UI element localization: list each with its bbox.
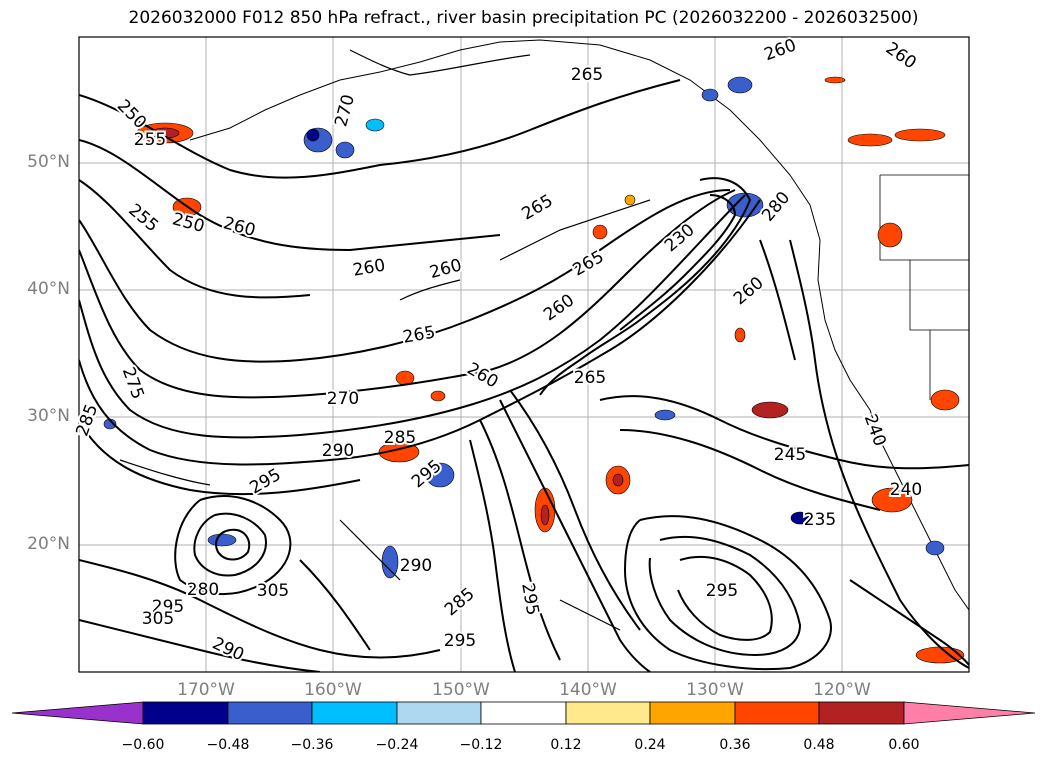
colorbar xyxy=(11,701,1036,725)
lon-label-120w: 120°W xyxy=(813,680,871,700)
colorbar-tick: 0.24 xyxy=(634,737,666,753)
colorbar-tick: −0.12 xyxy=(459,737,503,753)
colorbar-tick: −0.48 xyxy=(206,737,250,753)
contour-label: 285 xyxy=(384,428,416,448)
colorbar-bin xyxy=(734,701,820,725)
colorbar-tick: −0.24 xyxy=(375,737,419,753)
refractivity-contours-thin xyxy=(119,49,651,631)
colorbar-tick: 0.60 xyxy=(888,737,920,753)
lon-label-150w: 150°W xyxy=(432,680,490,700)
contour-label: 240 xyxy=(890,480,922,500)
contour-label: 290 xyxy=(322,441,354,461)
contour-label: 245 xyxy=(774,445,806,465)
refractivity-contours xyxy=(79,79,969,672)
map-title: 2026032000 F012 850 hPa refract., river … xyxy=(128,8,919,28)
state-borders xyxy=(879,174,969,400)
colorbar-extend-low xyxy=(11,701,144,725)
contour-label: 280 xyxy=(187,580,219,600)
lon-label-160w: 160°W xyxy=(304,680,362,700)
colorbar-bin xyxy=(142,701,229,725)
graticule xyxy=(79,37,969,672)
colorbar-bin xyxy=(396,701,482,725)
colorbar-tick: −0.60 xyxy=(121,737,165,753)
lat-label-20n: 20°N xyxy=(27,534,70,554)
lat-label-30n: 30°N xyxy=(27,406,70,426)
contour-label: 295 xyxy=(152,597,184,617)
contour-label: 295 xyxy=(706,581,738,601)
contour-label: 265 xyxy=(571,65,603,85)
colorbar-bin xyxy=(818,701,905,725)
contour-label: 235 xyxy=(804,510,836,530)
colorbar-tick: −0.36 xyxy=(290,737,334,753)
colorbar-tick: 0.12 xyxy=(550,737,582,753)
contour-label: 265 xyxy=(574,368,606,388)
colorbar-tick: 0.36 xyxy=(719,737,751,753)
contour-label: 305 xyxy=(257,581,289,601)
contour-label: 305 xyxy=(142,609,174,629)
lon-label-170w: 170°W xyxy=(177,680,235,700)
colorbar-tick: 0.48 xyxy=(803,737,835,753)
colorbar-bin xyxy=(227,701,313,725)
colorbar-bin xyxy=(480,701,567,725)
map-frame xyxy=(78,36,970,673)
lon-label-130w: 130°W xyxy=(686,680,744,700)
lat-label-40n: 40°N xyxy=(27,279,70,299)
contour-label: 295 xyxy=(517,581,542,616)
colorbar-extend-high xyxy=(903,701,1036,725)
colorbar-bin xyxy=(565,701,651,725)
lat-label-50n: 50°N xyxy=(27,152,70,172)
map-panel xyxy=(79,37,969,672)
colorbar-bin xyxy=(649,701,736,725)
contour-label: 255 xyxy=(134,130,166,150)
lon-label-140w: 140°W xyxy=(559,680,617,700)
contour-label: 290 xyxy=(400,556,432,576)
colorbar-bin xyxy=(311,701,398,725)
contour-label: 295 xyxy=(444,631,476,651)
contour-label: 270 xyxy=(327,389,359,409)
coastline xyxy=(189,39,969,611)
